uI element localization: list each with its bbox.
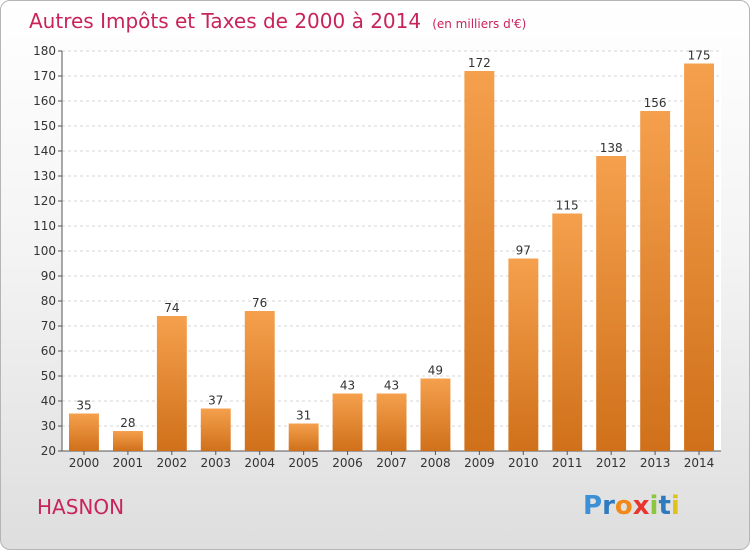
logo-letter: r [602, 491, 615, 521]
y-tick-label: 60 [41, 344, 56, 358]
logo-letter: i [670, 491, 680, 521]
bar-2009 [464, 71, 495, 451]
x-tick-label: 2007 [376, 456, 407, 470]
bar-2001 [113, 431, 143, 451]
proxiti-logo: Proxiti [583, 491, 680, 521]
x-tick-label: 2010 [508, 456, 539, 470]
bar-2004 [244, 311, 275, 451]
chart-unit-note: (en milliers d'€) [432, 17, 527, 31]
x-tick-label: 2005 [288, 456, 319, 470]
y-tick-label: 40 [41, 394, 56, 408]
y-tick-label: 140 [33, 144, 56, 158]
x-tick-label: 2003 [200, 456, 231, 470]
value-label-2001: 28 [120, 416, 135, 430]
y-tick-label: 130 [33, 169, 56, 183]
x-tick-label: 2014 [684, 456, 715, 470]
value-label-2009: 172 [468, 56, 491, 70]
bar-2005 [288, 423, 319, 451]
x-tick-label: 2006 [332, 456, 363, 470]
y-tick-label: 110 [33, 219, 56, 233]
chart-title: Autres Impôts et Taxes de 2000 à 2014 (e… [29, 9, 526, 33]
x-tick-label: 2013 [640, 456, 671, 470]
bar-2012 [596, 156, 627, 451]
value-label-2012: 138 [600, 141, 623, 155]
value-label-2010: 97 [516, 244, 531, 258]
commune-name: HASNON [37, 495, 125, 519]
logo-letter: o [614, 491, 633, 521]
bar-2014 [684, 63, 714, 451]
bar-2007 [376, 393, 407, 451]
y-tick-label: 170 [33, 69, 56, 83]
y-tick-label: 50 [41, 369, 56, 383]
bar-2010 [508, 258, 539, 451]
bar-2003 [200, 408, 231, 451]
value-label-2011: 115 [556, 199, 579, 213]
bar-2002 [156, 316, 187, 451]
y-tick-label: 80 [41, 294, 56, 308]
value-label-2013: 156 [644, 96, 667, 110]
x-tick-label: 2000 [69, 456, 100, 470]
bar-2006 [332, 393, 363, 451]
value-label-2003: 37 [208, 394, 223, 408]
x-tick-label: 2008 [420, 456, 451, 470]
y-tick-label: 160 [33, 94, 56, 108]
logo-letter: x [632, 491, 650, 521]
x-tick-label: 2002 [157, 456, 188, 470]
y-tick-label: 70 [41, 319, 56, 333]
logo-letter: P [583, 491, 603, 521]
x-tick-label: 2012 [596, 456, 627, 470]
y-tick-label: 20 [41, 444, 56, 458]
value-label-2000: 35 [76, 399, 91, 413]
x-tick-label: 2009 [464, 456, 495, 470]
bar-2013 [640, 111, 671, 451]
logo-letter: t [658, 491, 671, 521]
value-label-2002: 74 [164, 301, 179, 315]
x-tick-label: 2001 [113, 456, 144, 470]
bar-2000 [69, 413, 99, 451]
bar-2011 [552, 213, 583, 451]
y-tick-label: 30 [41, 419, 56, 433]
logo-letter: i [649, 491, 659, 521]
value-label-2007: 43 [384, 379, 399, 393]
y-tick-label: 100 [33, 244, 56, 258]
bar-2008 [420, 378, 451, 451]
x-tick-label: 2011 [552, 456, 583, 470]
y-tick-label: 150 [33, 119, 56, 133]
value-label-2008: 49 [428, 364, 443, 378]
value-label-2004: 76 [252, 296, 267, 310]
chart-title-text: Autres Impôts et Taxes de 2000 à 2014 [29, 9, 422, 33]
value-label-2014: 175 [688, 49, 711, 63]
y-tick-label: 120 [33, 194, 56, 208]
y-tick-label: 90 [41, 269, 56, 283]
value-label-2006: 43 [340, 379, 355, 393]
value-label-2005: 31 [296, 409, 311, 423]
x-tick-label: 2004 [244, 456, 275, 470]
y-tick-label: 180 [33, 44, 56, 58]
